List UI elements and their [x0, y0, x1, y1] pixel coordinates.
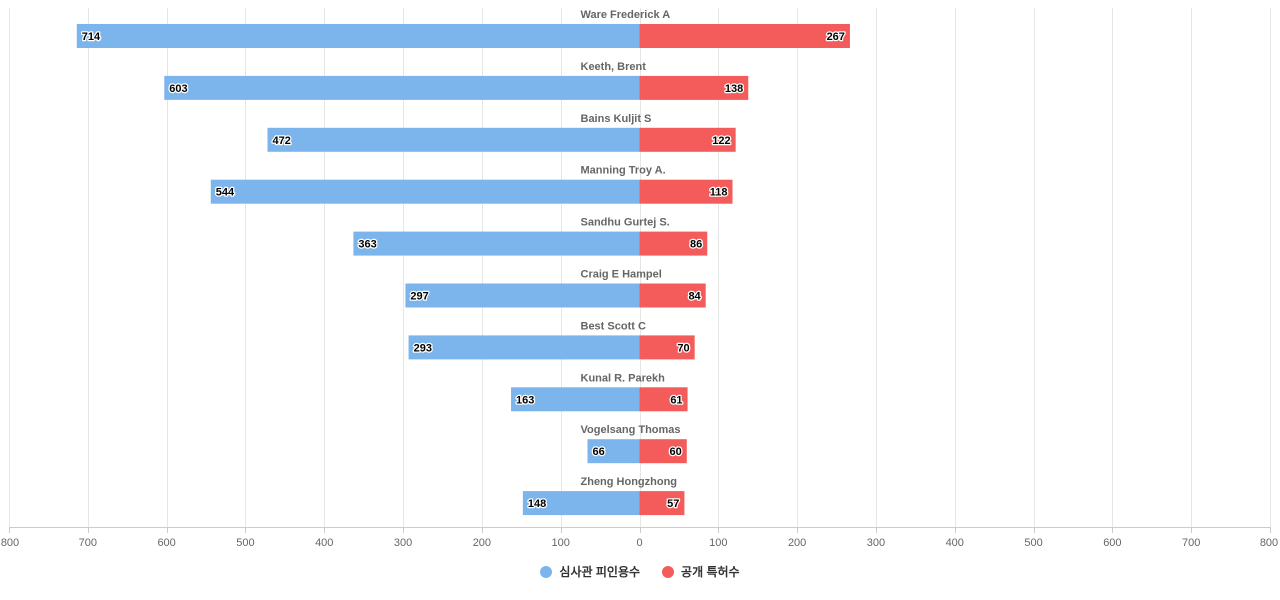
- data-label-right: 267: [827, 31, 845, 43]
- bar-left[interactable]: [522, 491, 640, 516]
- x-tick-label: 400: [315, 537, 333, 549]
- category-label: Keeth, Brent: [581, 61, 647, 73]
- data-label-right: 57: [667, 498, 679, 510]
- data-label-left: 148: [528, 498, 546, 510]
- category-label: Manning Troy A.: [581, 165, 666, 177]
- bars: [76, 24, 850, 516]
- bar-right[interactable]: [639, 24, 850, 48]
- data-label-left: 293: [414, 342, 432, 354]
- x-tick-label: 800: [1, 537, 19, 549]
- x-tick-label: 700: [79, 537, 97, 549]
- data-label-right: 122: [712, 135, 730, 147]
- bar-left[interactable]: [210, 179, 640, 204]
- category-label: Bains Kuljit S: [581, 113, 652, 125]
- category-label: Best Scott C: [581, 320, 646, 332]
- data-label-left: 603: [169, 83, 187, 95]
- category-label: Zheng Hongzhong: [581, 476, 678, 488]
- data-label-right: 86: [690, 239, 702, 251]
- data-label-left: 472: [273, 135, 291, 147]
- x-axis: 800 700 600 500 400 300 200 100 0 100 200 300 400 500…: [1, 527, 1278, 549]
- legend: 심사관 피인용수 공개 특허수: [0, 563, 1280, 580]
- data-label-right: 60: [670, 446, 682, 458]
- x-tick-label: 300: [867, 537, 885, 549]
- data-label-right: 138: [725, 83, 743, 95]
- legend-label-right: 공개 특허수: [681, 565, 740, 579]
- labels: Ware Frederick A 714 267 Keeth, Brent 603 138…: [81, 9, 847, 511]
- data-label-right: 70: [677, 342, 689, 354]
- data-label-right: 84: [688, 291, 701, 303]
- x-tick-label: 100: [552, 537, 570, 549]
- bar-left[interactable]: [76, 24, 640, 48]
- x-tick-label: 500: [236, 537, 254, 549]
- bar-right[interactable]: [639, 283, 706, 308]
- category-label: Kunal R. Parekh: [581, 372, 666, 384]
- category-label: Craig E Hampel: [581, 269, 662, 281]
- x-tick-label: 300: [394, 537, 412, 549]
- bar-left[interactable]: [587, 439, 640, 464]
- data-label-left: 297: [410, 291, 428, 303]
- category-label: Vogelsang Thomas: [581, 424, 681, 436]
- x-tick-label: 700: [1182, 537, 1200, 549]
- bar-right[interactable]: [639, 387, 688, 412]
- legend-item-right[interactable]: 공개 특허수: [662, 563, 740, 580]
- bar-left[interactable]: [353, 231, 640, 256]
- x-tick-label: 600: [1103, 537, 1121, 549]
- data-label-left: 714: [82, 31, 101, 43]
- x-tick-label: 500: [1024, 537, 1042, 549]
- butterfly-bar-chart: Ware Frederick A 714 267 Keeth, Brent 603 138…: [1, 8, 1278, 549]
- bar-right[interactable]: [639, 335, 695, 360]
- x-tick-label: 800: [1260, 537, 1278, 549]
- bar-right[interactable]: [639, 179, 733, 204]
- legend-dot-left-icon: [540, 565, 553, 578]
- data-label-right: 118: [710, 187, 728, 199]
- x-tick-label: 400: [946, 537, 964, 549]
- x-tick-label: 600: [157, 537, 175, 549]
- legend-dot-right-icon: [662, 565, 675, 578]
- bar-right[interactable]: [639, 439, 687, 464]
- legend-item-left[interactable]: 심사관 피인용수: [540, 563, 640, 580]
- x-tick-label: 0: [636, 537, 642, 549]
- bar-left[interactable]: [164, 75, 640, 100]
- x-tick-label: 200: [788, 537, 806, 549]
- category-label: Ware Frederick A: [581, 9, 671, 21]
- data-label-right: 61: [670, 394, 682, 406]
- x-tick-label: 200: [473, 537, 491, 549]
- x-tick-label: 100: [709, 537, 727, 549]
- bar-right[interactable]: [639, 127, 736, 152]
- data-label-left: 544: [216, 187, 235, 199]
- data-label-left: 163: [516, 394, 534, 406]
- bar-right[interactable]: [639, 231, 708, 256]
- bar-left[interactable]: [408, 335, 640, 360]
- bar-right[interactable]: [639, 491, 685, 516]
- bar-right[interactable]: [639, 75, 749, 100]
- legend-label-left: 심사관 피인용수: [559, 565, 641, 579]
- bar-left[interactable]: [267, 127, 640, 152]
- bar-left[interactable]: [405, 283, 640, 308]
- category-label: Sandhu Gurtej S.: [581, 217, 670, 229]
- data-label-left: 66: [592, 446, 604, 458]
- bar-left[interactable]: [511, 387, 640, 412]
- data-label-left: 363: [358, 239, 376, 251]
